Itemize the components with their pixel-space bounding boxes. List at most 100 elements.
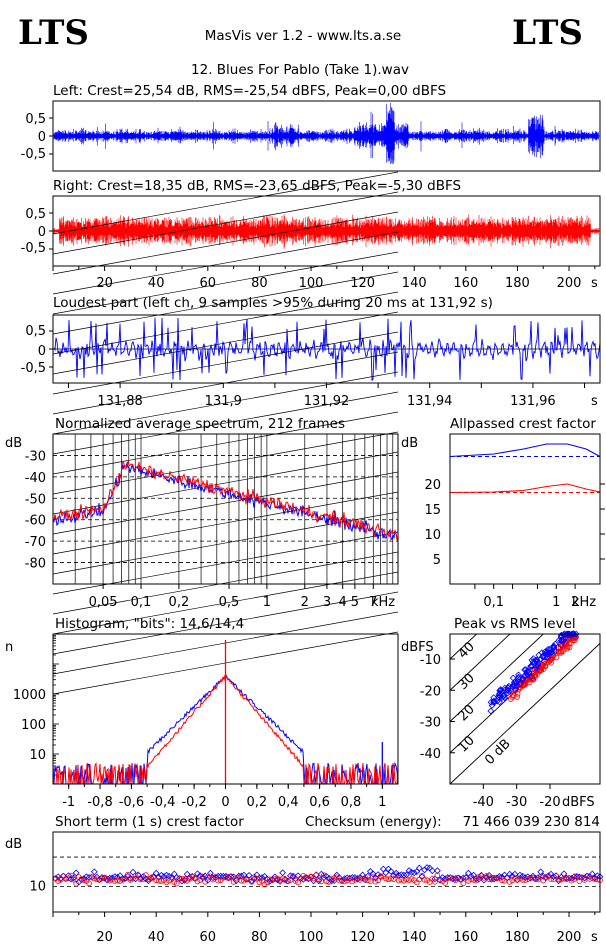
short-term-point-left: [410, 869, 418, 877]
right-waveform-x-unit: s: [591, 276, 598, 291]
short-term-point-left: [276, 877, 284, 885]
short-term-plot: 10: [29, 856, 604, 894]
histogram-xtick-label: -0,8: [87, 795, 112, 810]
histogram-xtick-label: -0,2: [181, 795, 206, 810]
short-term-point-right: [432, 878, 438, 885]
short-term-point-right: [318, 878, 325, 885]
checksum-label: Checksum (energy):: [305, 814, 442, 830]
right-ytick-0-5: 0,5: [25, 207, 46, 222]
short-term-point-left: [385, 865, 392, 873]
right-waveform-frame: [52, 195, 601, 267]
short-term-point-left: [250, 875, 258, 883]
spectrum-ytick-label: -30: [25, 449, 46, 464]
short-term-point-left: [152, 869, 160, 877]
peak-rms-point-left: [543, 650, 551, 658]
peak-rms-point-left: [520, 672, 528, 680]
peak-rms-point-right: [558, 649, 565, 656]
peak-rms-point-left: [487, 698, 495, 706]
loudest-tick-label: 131,9: [205, 394, 242, 409]
peak-rms-point-left: [525, 669, 533, 676]
peak-rms-xtick-label: -40: [473, 795, 494, 810]
peak-rms-point-left: [533, 656, 541, 664]
histogram-frame: [52, 633, 399, 785]
spectrum-frame: [52, 433, 399, 585]
spectrum-xtick-label: 3: [323, 595, 331, 610]
short-term-point-left: [508, 872, 516, 880]
short-term-point-left: [428, 867, 436, 875]
short-term-point-right: [542, 874, 549, 880]
short-term-point-right: [398, 876, 405, 883]
peak-rms-xlabel: dBFS: [562, 795, 595, 810]
short-term-point-left: [392, 869, 400, 877]
short-term-xtick-label: 100: [299, 930, 324, 945]
peak-rms-diag-label: 20: [456, 702, 478, 724]
peak-rms-point-right: [548, 659, 554, 666]
loudest-part-x-axis: 131,88 131,9 131,92 131,94 131,96: [67, 383, 586, 409]
peak-rms-point-left: [551, 646, 558, 654]
short-term-point-right: [86, 880, 92, 887]
spectrum-slope-line: [52, 371, 399, 435]
loudest-tick-label: 131,96: [510, 394, 556, 409]
spectrum-slope-line: [52, 311, 399, 375]
loudest-part-title: Loudest part (left ch, 9 samples >95% du…: [53, 295, 493, 311]
right-ytick-neg-0-5: -0,5: [21, 241, 46, 256]
short-term-point-left: [537, 868, 545, 876]
short-term-point-right: [321, 872, 327, 878]
short-term-point-left: [581, 874, 588, 882]
spectrum-slope-line: [52, 411, 399, 475]
allpassed-ylabel: dB: [401, 436, 418, 451]
time-tick-label: 20: [96, 276, 113, 291]
left-waveform-frame: [52, 100, 601, 172]
short-term-point-left: [521, 874, 529, 881]
spectrum-panel: Normalized average spectrum, 212 frames …: [5, 171, 399, 695]
peak-rms-point-left: [512, 679, 520, 687]
short-term-point-left: [418, 873, 426, 881]
short-term-crest-panel: Short term (1 s) crest factor Checksum (…: [5, 814, 604, 945]
short-term-point-right: [236, 874, 242, 881]
file-title: 12. Blues For Pablo (Take 1).wav: [191, 62, 409, 78]
spectrum-xtick-label: 7: [369, 595, 377, 610]
left-waveform-panel: Left: Crest=25,54 dB, RMS=-25,54 dBFS, P…: [21, 83, 601, 172]
time-tick-label: 160: [453, 276, 478, 291]
short-term-point-right: [287, 877, 294, 883]
short-term-point-right: [127, 877, 134, 883]
short-term-point-left: [129, 868, 137, 876]
spectrum-xtick-label: 5: [351, 595, 359, 610]
short-term-point-right: [581, 877, 588, 883]
peak-rms-point-left: [563, 631, 571, 639]
spectrum-slope-line: [52, 431, 399, 495]
spectrum-xtick-label: 2: [301, 595, 309, 610]
short-term-point-right: [94, 876, 100, 883]
short-term-point-right: [450, 876, 456, 882]
short-term-point-right: [174, 880, 180, 887]
short-term-point-right: [140, 876, 147, 882]
short-term-point-right: [99, 875, 105, 882]
peak-rms-plot: -10 -20 -30 -40 -40 -30 -20 40 30 20 10 0 dB: [420, 630, 601, 810]
peak-rms-point-left: [501, 694, 508, 702]
spectrum-slope-line: [52, 291, 399, 355]
peak-rms-point-left: [560, 630, 568, 638]
spectrum-title: Normalized average spectrum, 212 frames: [55, 416, 345, 432]
short-term-point-right: [442, 880, 449, 886]
spectrum-slope-line: [52, 351, 399, 415]
loudest-tick-label: 131,88: [97, 394, 143, 409]
peak-rms-point-left: [551, 640, 559, 648]
short-term-point-right: [359, 875, 366, 882]
short-term-point-right: [499, 877, 505, 884]
histogram-xtick-label: -0,4: [150, 795, 175, 810]
short-term-point-right: [78, 876, 85, 882]
histogram-ylabel: n: [5, 640, 13, 655]
peak-vs-rms-panel: Peak vs RMS level dBFS -10 -20 -30 -40 -40 -3…: [401, 616, 601, 810]
peak-rms-point-right: [514, 694, 520, 700]
short-term-point-right: [434, 872, 441, 878]
peak-rms-point-right: [540, 666, 547, 672]
spectrum-xtick-label: 0,1: [131, 595, 152, 610]
short-term-point-right: [145, 876, 152, 882]
short-term-point-left: [310, 877, 317, 885]
short-term-point-right: [491, 874, 498, 881]
right-waveform-trace: [53, 214, 599, 249]
peak-rms-point-left: [559, 637, 567, 644]
spectrum-ylabel: dB: [5, 436, 22, 451]
short-term-point-right: [504, 874, 510, 881]
